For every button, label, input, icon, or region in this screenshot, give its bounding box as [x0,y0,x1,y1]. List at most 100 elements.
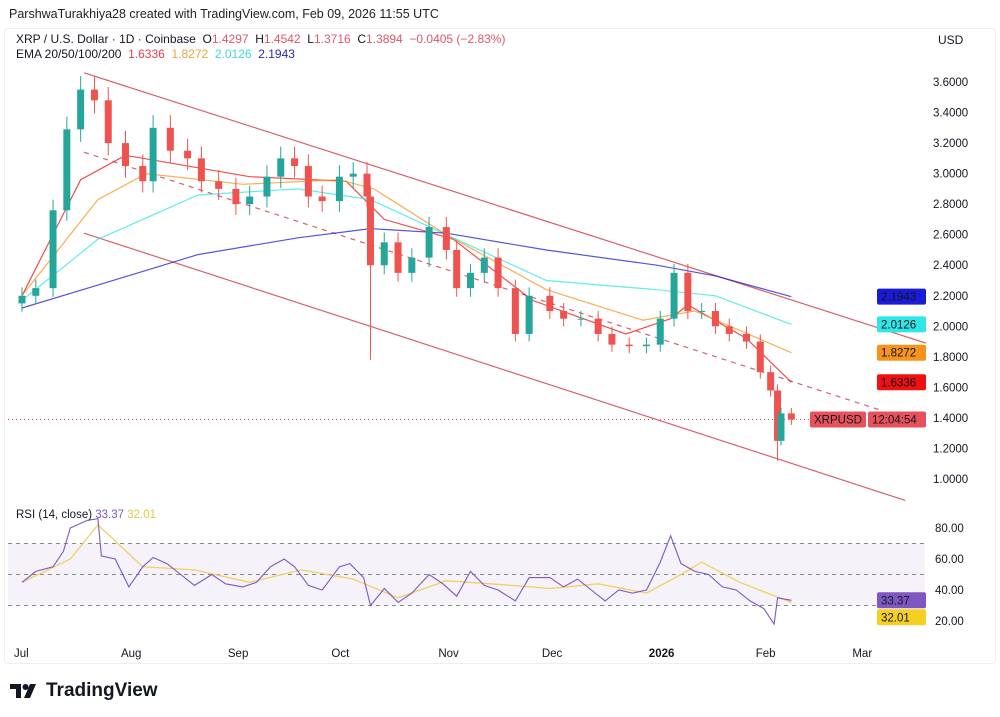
price-axis-tick: 3.6000 [933,77,968,89]
countdown-badge-bg [868,411,926,428]
candle-body [684,272,692,312]
channel-upper-line [83,72,927,344]
candle-body [232,188,240,205]
symbol-legend: XRP / U.S. Dollar · 1D · Coinbase O1.429… [16,32,505,62]
rsi-badge-bg [877,592,926,609]
symbol-title[interactable]: XRP / U.S. Dollar · 1D · Coinbase [16,32,196,46]
price-axis-tick: 2.0000 [933,321,968,333]
candle-body [743,333,750,342]
candle-body [149,127,157,182]
time-axis-tick: Feb [756,648,776,660]
candle-body [656,318,664,345]
time-axis-tick: Nov [438,648,459,660]
ema20-value: 1.6336 [128,47,165,61]
candle-body [442,227,450,250]
time-axis-tick: Mar [852,648,872,660]
price-axis-tick: 1.0000 [933,474,968,486]
open-value: 1.4297 [211,32,249,46]
candle-body [511,288,519,334]
ema20-badge: 1.6336 [881,377,916,389]
close-label: C [357,32,367,46]
ema20-badge-bg [877,374,926,391]
price-axis-tick: 2.6000 [933,230,968,242]
open-label: O [202,32,212,46]
tradingview-logo[interactable]: TradingView [10,680,158,702]
price-axis-tick: 1.6000 [933,382,968,394]
candle-body [363,173,371,197]
candle-body [215,181,223,189]
candle-body [453,249,461,289]
candle-body [32,288,40,296]
candle-body [594,318,602,334]
candle-body [277,158,285,177]
time-axis-tick: Jul [14,648,29,660]
price-axis-tick: 2.8000 [933,199,968,211]
candle-body [756,341,764,373]
candle-body [625,344,633,347]
candle-body [670,272,678,319]
rsi-axis-tick: 40.00 [935,585,964,597]
candle-body [304,165,312,197]
ema-label[interactable]: EMA 20/50/100/200 [16,47,122,61]
ticker-badge-bg [810,411,866,428]
rsi-ma-value: 32.01 [127,509,157,521]
price-axis-tick: 3.2000 [933,138,968,150]
candle-body [777,413,785,441]
price-axis-tick: 2.2000 [933,291,968,303]
price-axis-tick: 1.8000 [933,352,968,364]
rsi-legend: RSI (14, close) 33.37 32.01 [16,509,156,521]
change-value: −0.0405 (−2.83%) [409,32,506,46]
currency-label[interactable]: USD [938,33,964,47]
candle-body [711,311,719,327]
candle-body [139,165,147,182]
candle-body [546,295,554,312]
time-axis-tick: 2026 [649,648,675,660]
ticker-badge: XRPUSD [814,415,862,427]
rsi-ma-line [21,523,792,604]
candle-body [525,295,533,334]
candle-body [480,257,488,273]
candle-body [494,257,502,289]
price-axis-tick: 1.4000 [933,413,968,425]
countdown-badge: 12:04:54 [872,415,917,427]
candle-body [318,196,326,202]
price-axis-tick: 1.2000 [933,443,968,455]
candle-body [335,176,343,202]
candle-body [18,295,26,304]
rsi-line [21,518,792,626]
candle-body [642,344,650,347]
candle-body [291,158,299,166]
ema100-badge: 2.0126 [881,319,916,331]
ema50-badge: 1.8272 [881,348,916,360]
tradingview-logo-icon [10,684,36,698]
candle-body [122,143,129,166]
rsi-value: 33.37 [95,509,125,521]
rsi-axis-tick: 60.00 [935,554,964,566]
rsi-axis-tick: 20.00 [935,616,964,628]
candle-body [349,173,357,177]
rsi-badge: 33.37 [881,595,910,607]
candle-body [425,227,433,258]
candle-body [246,196,254,205]
high-label: H [255,32,264,46]
candle-body [49,210,57,289]
candle-body [767,372,775,391]
candle-body [787,413,795,420]
price-axis-tick: 3.4000 [933,108,968,120]
candle-body [63,129,71,211]
candle-body [394,242,402,273]
high-value: 1.4542 [263,32,301,46]
ema200-badge-bg [877,288,926,305]
time-axis-tick: Oct [331,648,350,660]
rsi-label[interactable]: RSI (14, close) [16,509,93,521]
ema100-badge-bg [877,316,926,333]
rsi-ma-badge-bg [877,609,926,626]
channel-lower-line [83,232,906,501]
candle-body [366,196,374,266]
candle-body [608,333,616,345]
time-axis-tick: Aug [121,648,141,660]
candle-body [263,176,271,197]
candle-body [104,100,112,144]
candle-body [560,311,568,319]
